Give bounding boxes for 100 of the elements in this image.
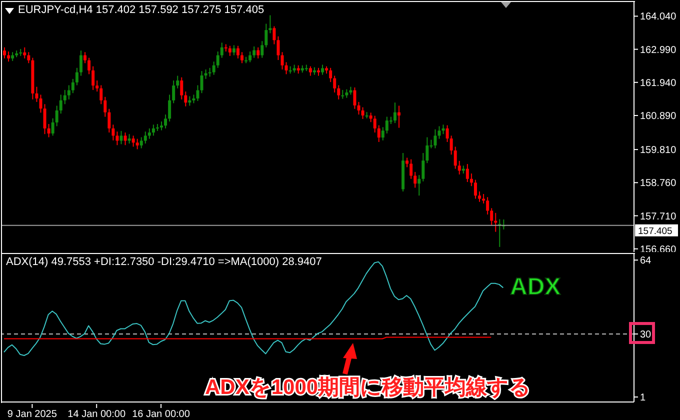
x-tick-label: 14 Jan 00:00: [68, 409, 126, 420]
candlestick: [353, 86, 356, 110]
candlestick: [75, 67, 78, 86]
candlestick: [361, 106, 364, 120]
candlestick: [240, 52, 244, 64]
candlestick: [120, 130, 123, 145]
candlestick: [59, 94, 62, 114]
y-tick-label: 30: [640, 330, 652, 341]
candlestick: [152, 124, 155, 136]
candlestick: [442, 124, 445, 135]
candlestick: [79, 50, 82, 76]
candlestick: [47, 124, 50, 138]
annotation: ADX: [510, 273, 561, 300]
y-tick-label: 64: [640, 256, 652, 267]
candlestick: [490, 208, 494, 226]
candlestick: [188, 96, 192, 106]
candlestick: [466, 164, 469, 183]
candlestick: [450, 135, 453, 156]
x-tick-label: 9 Jan 2025: [7, 409, 58, 420]
candlestick: [168, 94, 172, 122]
candlestick: [7, 50, 10, 62]
candlestick: [276, 36, 280, 61]
candlestick: [252, 46, 256, 58]
candlestick: [474, 179, 477, 200]
candlestick: [268, 14, 272, 34]
candlestick: [200, 70, 204, 94]
candlestick: [112, 124, 115, 141]
candlestick: [88, 57, 91, 75]
candlestick: [43, 104, 46, 135]
y-tick-label: 161.940: [640, 78, 677, 89]
candlestick: [385, 116, 388, 134]
candlestick: [478, 190, 482, 202]
candlestick: [422, 152, 425, 182]
candlestick: [148, 128, 151, 140]
candlestick: [55, 105, 58, 127]
candlestick: [341, 89, 344, 100]
candlestick: [132, 135, 135, 148]
candlestick: [418, 174, 421, 196]
candlestick: [232, 44, 236, 56]
y-tick-label: 160.890: [640, 111, 677, 122]
candlestick: [470, 173, 473, 187]
candlestick: [482, 193, 486, 204]
candlestick: [434, 128, 437, 149]
candlestick: [438, 126, 441, 140]
annotation: ADXを1000期間に移動平均線する: [205, 376, 532, 399]
candlestick: [96, 80, 99, 92]
y-tick-label: 162.990: [640, 44, 677, 56]
candlestick: [104, 96, 107, 118]
candlestick: [51, 118, 54, 136]
candlestick: [144, 131, 147, 144]
candlestick: [381, 126, 384, 141]
candlestick: [357, 101, 360, 116]
candlestick: [284, 62, 288, 75]
candlestick: [369, 112, 372, 123]
candlestick: [280, 52, 284, 70]
candlestick: [212, 61, 216, 76]
candlestick: [321, 64, 324, 76]
x-tick-label: 16 Jan 00:00: [132, 409, 190, 420]
candlestick: [454, 146, 457, 170]
chart-title: EURJPY-cd,H4 157.402 157.592 157.275 157.405: [18, 4, 264, 16]
candlestick: [3, 46, 6, 59]
candlestick: [176, 75, 180, 89]
candlestick: [220, 42, 224, 58]
candlestick: [260, 40, 264, 58]
candlestick: [128, 134, 131, 144]
candlestick: [204, 68, 208, 80]
candlestick: [272, 26, 276, 45]
candlestick: [373, 115, 376, 134]
candlestick: [486, 196, 490, 215]
candlestick: [377, 124, 380, 142]
candlestick: [426, 136, 429, 164]
candlestick: [180, 76, 184, 100]
candlestick: [67, 84, 70, 100]
candlestick: [39, 94, 42, 114]
candlestick: [84, 52, 87, 64]
candlestick: [63, 89, 66, 105]
y-tick-label: 159.810: [640, 145, 677, 156]
candlestick: [446, 124, 449, 142]
candlestick: [164, 114, 168, 129]
ref-line-label: 157.405: [638, 226, 672, 237]
candlestick: [308, 66, 312, 76]
candlestick: [228, 45, 232, 56]
candlestick: [216, 50, 220, 68]
candlestick: [224, 44, 228, 52]
candlestick: [410, 158, 413, 180]
chart-title: ADX(14) 49.7553 +DI:12.7350 -DI:29.4710 =>MA(1000) 28.9407: [6, 256, 322, 268]
candlestick: [184, 91, 188, 107]
candlestick: [333, 75, 336, 93]
y-tick-label: 164.040: [640, 12, 677, 23]
candlestick: [397, 105, 400, 128]
candlestick: [136, 138, 139, 150]
candlestick: [236, 45, 240, 59]
candlestick: [27, 52, 30, 64]
candlestick: [140, 136, 143, 149]
candlestick: [124, 132, 127, 146]
candlestick: [414, 171, 417, 188]
candlestick: [393, 102, 396, 124]
y-tick-label: 1: [640, 392, 646, 404]
candlestick: [337, 84, 340, 100]
y-tick-label: 158.760: [640, 178, 677, 190]
